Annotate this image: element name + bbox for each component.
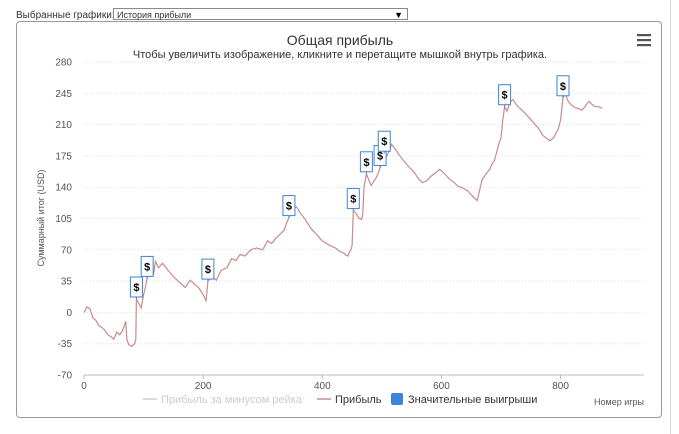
big-win-marker[interactable]: $ [140, 255, 154, 279]
big-win-marker-label: $ [205, 264, 211, 276]
chart-selector-value: История прибыли [117, 10, 192, 20]
big-win-marker[interactable]: $ [359, 151, 373, 174]
chart-panel [16, 21, 662, 418]
big-win-marker[interactable]: $ [129, 276, 143, 299]
chart-selector-label: Выбранные графики: [16, 10, 115, 21]
x-tick-label: 0 [81, 381, 87, 392]
big-win-marker-label: $ [133, 282, 139, 294]
y-axis-label: Суммарный итог (USD) [36, 169, 46, 266]
x-tick-label: 800 [552, 381, 569, 392]
big-win-marker-label: $ [377, 151, 383, 163]
big-win-marker-label: $ [363, 157, 369, 169]
big-win-marker[interactable]: $ [556, 75, 570, 98]
big-win-marker-label: $ [144, 261, 150, 273]
y-tick-label: 245 [55, 89, 72, 100]
x-axis-ticks: 0 200 400 600 800 [81, 375, 569, 392]
legend-item-big-wins[interactable]: Значительные выигрыши [391, 393, 537, 406]
menu-icon[interactable] [637, 34, 651, 47]
big-win-marker-label: $ [560, 81, 566, 93]
y-tick-label: 280 [55, 58, 72, 69]
legend-item-net-profit[interactable]: Прибыль за минусом рейка [143, 394, 303, 406]
x-tick-label: 400 [314, 381, 331, 392]
legend-label-net-profit: Прибыль за минусом рейка [161, 394, 303, 406]
big-win-marker[interactable]: $ [377, 130, 391, 154]
frame-divider [670, 0, 671, 434]
y-tick-label: 70 [61, 245, 73, 256]
series-group [83, 91, 603, 348]
big-win-marker[interactable]: $ [282, 195, 296, 218]
y-tick-label: 0 [66, 308, 72, 319]
big-win-marker[interactable]: $ [346, 187, 360, 211]
legend: Прибыль за минусом рейка Прибыль Значите… [143, 393, 537, 406]
chart-selector-dropdown[interactable]: История прибыли ▼ [113, 8, 408, 20]
y-tick-label: 210 [55, 120, 72, 131]
big-win-marker-label: $ [286, 201, 292, 213]
y-tick-label: -35 [58, 339, 73, 350]
x-axis-label: Номер игры [594, 397, 644, 407]
legend-label-profit: Прибыль [335, 394, 382, 406]
profit-series-line [83, 91, 603, 348]
legend-label-big-wins: Значительные выигрыши [408, 394, 537, 406]
dropdown-arrow-icon[interactable]: ▼ [394, 10, 403, 20]
marker-group: $ $ $ $ $ $ $ $ $ $ [129, 75, 570, 299]
y-tick-label: 35 [61, 277, 73, 288]
y-axis-ticks: -70 -35 0 35 70 105 140 175 210 245 280 [55, 58, 72, 382]
grid-lines [84, 61, 644, 345]
big-win-marker[interactable]: $ [498, 84, 512, 107]
chart-title: Общая прибыль [287, 32, 393, 48]
top-bar: Выбранные графики: История прибыли ▼ [0, 0, 679, 24]
y-tick-label: 175 [55, 151, 72, 162]
big-win-marker-label: $ [350, 193, 356, 205]
x-tick-label: 600 [433, 381, 450, 392]
chart-subtitle: Чтобы увеличить изображение, кликните и … [133, 49, 547, 61]
big-win-marker-label: $ [381, 136, 387, 148]
x-tick-label: 200 [195, 381, 212, 392]
y-tick-label: 105 [55, 214, 72, 225]
legend-item-profit[interactable]: Прибыль [317, 394, 382, 406]
big-win-marker[interactable]: $ [201, 258, 215, 282]
y-tick-label: 140 [55, 183, 72, 194]
y-tick-label: -70 [58, 371, 73, 382]
big-win-marker-label: $ [502, 90, 508, 102]
